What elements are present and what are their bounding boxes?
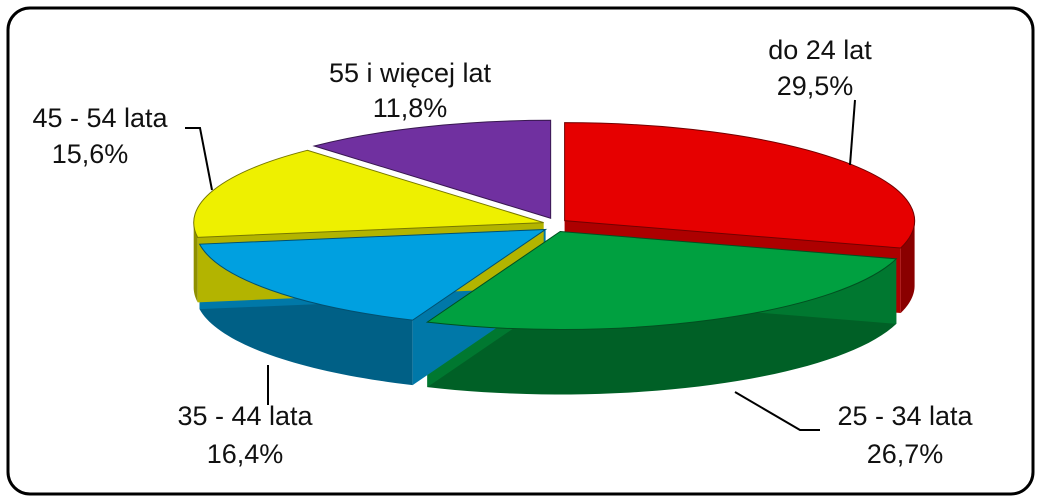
- slice-side: [900, 220, 915, 314]
- slice-side: [427, 258, 897, 395]
- leader-line: [734, 391, 820, 431]
- slice-side: [199, 244, 413, 386]
- slice: [564, 122, 916, 249]
- slice: [312, 119, 552, 219]
- slice-label: 45 - 54 lata: [32, 103, 168, 133]
- pie: [193, 119, 916, 395]
- slice-label: do 24 lat: [768, 35, 872, 65]
- slice-value-label: 16,4%: [207, 439, 284, 469]
- slice: [425, 230, 898, 330]
- leader-line: [185, 127, 213, 191]
- leader-line: [849, 99, 856, 166]
- slice-value-label: 15,6%: [52, 139, 129, 169]
- slice-value-label: 29,5%: [777, 71, 854, 101]
- slice-label: 25 - 34 lata: [837, 401, 973, 431]
- slice-label: 35 - 44 lata: [177, 401, 313, 431]
- slice-label: 55 i więcej lat: [329, 58, 492, 88]
- slice: [193, 149, 544, 238]
- slice: [198, 228, 548, 321]
- slice-value-label: 11,8%: [373, 93, 448, 123]
- slice-value-label: 26,7%: [867, 439, 944, 469]
- slice-side: [193, 222, 198, 303]
